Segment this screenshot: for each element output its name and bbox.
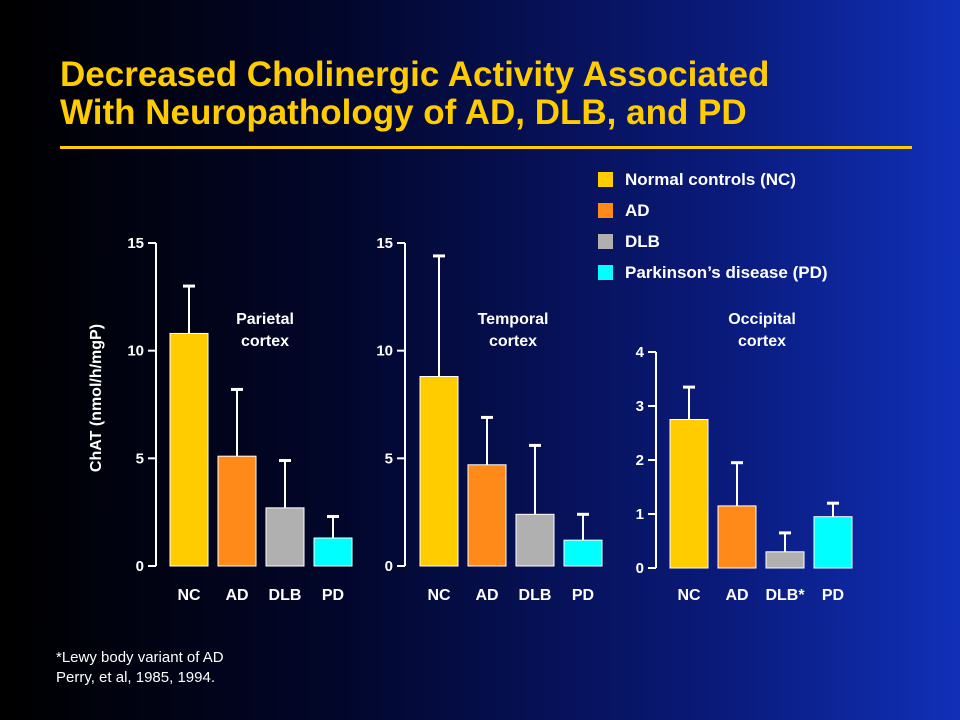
temporal-panel-label: cortex <box>489 333 537 350</box>
parietal-panel-label: Parietal <box>236 311 294 328</box>
temporal-bar-ad <box>467 464 507 567</box>
temporal-y-tick-label: 5 <box>385 450 393 467</box>
temporal-y-tick-label: 0 <box>385 558 393 575</box>
footnote: *Lewy body variant of AD Perry, et al, 1… <box>56 648 224 688</box>
legend-swatch-nc <box>598 172 613 187</box>
legend-label-nc: Normal controls (NC) <box>625 169 796 189</box>
parietal-category-label: NC <box>177 587 201 604</box>
title-underline <box>60 146 912 149</box>
occipital-panel-label: cortex <box>738 333 786 350</box>
parietal-y-tick-label: 10 <box>127 343 144 360</box>
occipital-category-label: DLB* <box>765 587 805 604</box>
parietal-bar-dlb <box>265 507 305 567</box>
temporal-category-label: DLB <box>519 587 552 604</box>
parietal-bar-ad <box>217 455 257 567</box>
occipital-y-tick-label: 1 <box>636 506 644 523</box>
legend-label-pd: Parkinson’s disease (PD) <box>625 262 828 282</box>
occipital-y-tick-label: 0 <box>636 560 644 577</box>
legend-item-pd: Parkinson’s disease (PD) <box>598 257 828 288</box>
y-axis-label: ChAT (nmol/h/mgP) <box>88 324 105 472</box>
temporal-y-tick-label: 10 <box>376 343 393 360</box>
parietal-bar-pd <box>313 537 353 567</box>
legend-item-dlb: DLB <box>598 226 828 257</box>
title-line-2: With Neuropathology of AD, DLB, and PD <box>60 93 747 132</box>
occipital-bar-dlb <box>765 551 805 569</box>
occipital-y-tick-label: 2 <box>636 452 644 469</box>
occipital-bar-nc <box>669 419 709 569</box>
occipital-y-tick-label: 3 <box>636 398 644 415</box>
occipital-panel-label: Occipital <box>728 311 796 328</box>
temporal-bar-pd <box>563 539 603 567</box>
legend-label-dlb: DLB <box>625 231 660 251</box>
temporal-category-label: NC <box>427 587 451 604</box>
parietal-bar-nc <box>169 332 209 567</box>
legend: Normal controls (NC) AD DLB Parkinson’s … <box>598 164 828 288</box>
occipital-category-label: PD <box>822 587 844 604</box>
temporal-bar-dlb <box>515 513 555 567</box>
legend-label-ad: AD <box>625 200 650 220</box>
parietal-category-label: AD <box>225 587 248 604</box>
legend-swatch-dlb <box>598 234 613 249</box>
parietal-category-label: PD <box>322 587 344 604</box>
footnote-citation: Perry, et al, 1985, 1994. <box>56 669 215 686</box>
occipital-y-tick-label: 4 <box>636 344 645 361</box>
temporal-bar-nc <box>419 376 459 567</box>
occipital-bar-pd <box>813 516 853 569</box>
parietal-y-tick-label: 15 <box>127 235 144 252</box>
parietal-y-tick-label: 5 <box>136 450 144 467</box>
legend-item-nc: Normal controls (NC) <box>598 164 828 195</box>
occipital-bar-ad <box>717 505 757 569</box>
temporal-category-label: PD <box>572 587 594 604</box>
occipital-category-label: AD <box>725 587 748 604</box>
parietal-category-label: DLB <box>269 587 302 604</box>
legend-swatch-pd <box>598 265 613 280</box>
temporal-category-label: AD <box>475 587 498 604</box>
legend-item-ad: AD <box>598 195 828 226</box>
temporal-y-tick-label: 15 <box>376 235 393 252</box>
legend-swatch-ad <box>598 203 613 218</box>
occipital-category-label: NC <box>677 587 701 604</box>
slide-title: Decreased Cholinergic Activity Associate… <box>60 56 940 132</box>
parietal-y-tick-label: 0 <box>136 558 144 575</box>
title-line-1: Decreased Cholinergic Activity Associate… <box>60 55 770 94</box>
footnote-lewy: *Lewy body variant of AD <box>56 649 224 666</box>
temporal-panel-label: Temporal <box>478 311 549 328</box>
parietal-panel-label: cortex <box>241 333 289 350</box>
